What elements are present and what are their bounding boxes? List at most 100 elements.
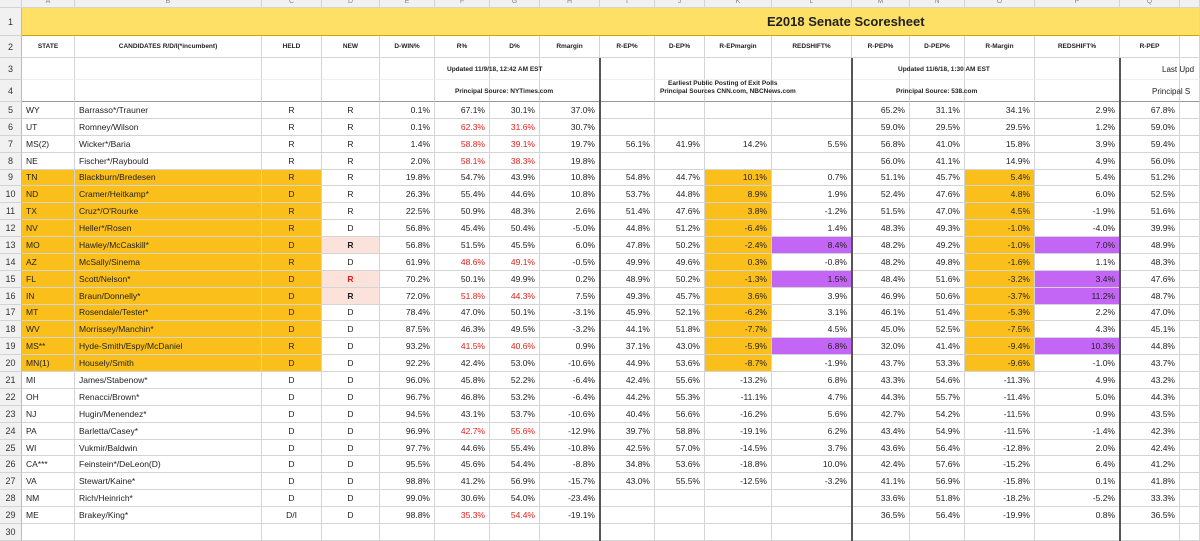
cell: -15.2% [965,456,1035,474]
cell [600,490,655,508]
cell: 41.8% [1120,473,1180,491]
cell [705,118,772,136]
cell: 41.2% [435,473,490,491]
cell [1180,270,1200,288]
cell: -5.2% [1035,490,1120,508]
cell: 56.0% [852,152,910,170]
cell: -19.1% [705,422,772,440]
cell: 0.3% [705,253,772,271]
cell: 48.4% [852,270,910,288]
cell: 44.3% [490,287,540,305]
cell: 5.6% [772,405,852,423]
cell: 29.5% [910,118,965,136]
cell [655,58,705,80]
cell [965,80,1035,102]
cell [1180,237,1200,254]
cell: -11.4% [965,388,1035,406]
cell: 46.9% [852,287,910,305]
column-letter: D [322,0,380,8]
cell: 45.1% [1120,321,1180,339]
cell: -5.9% [705,338,772,356]
cell: -1.0% [1035,355,1120,373]
cell [1180,456,1200,474]
cell: 6.2% [772,422,852,440]
cell: 5.4% [965,169,1035,187]
cell: -10.6% [540,405,600,423]
cell: 58.8% [435,135,490,153]
cell: 0.8% [1035,507,1120,524]
cell [1180,203,1200,221]
cell: 5.4% [1035,169,1120,187]
row-number: 11 [0,203,22,221]
cell: Barletta/Casey* [75,422,262,440]
cell [490,58,540,80]
cell: 4.7% [772,388,852,406]
cell [655,152,705,170]
cell [705,152,772,170]
cell: 45.9% [600,304,655,322]
cell: D [322,253,380,271]
cell: Hawley/McCaskill* [75,237,262,254]
cell: 3.6% [705,287,772,305]
cell: MS(2) [22,135,75,153]
cell: 49.9% [600,253,655,271]
cell: 34.8% [600,456,655,474]
cell [655,118,705,136]
cell: 10.8% [540,169,600,187]
row-number: 19 [0,338,22,356]
cell: 56.4% [910,439,965,457]
cell: 54.9% [910,422,965,440]
cell: 51.1% [852,169,910,187]
cell [435,80,490,102]
row-number: 23 [0,405,22,423]
cell: R [322,135,380,153]
cell: D [322,490,380,508]
cell: 7.0% [1035,237,1120,254]
cell: 43.4% [852,422,910,440]
cell: 59.0% [1120,118,1180,136]
cell: Rich/Heinrich* [75,490,262,508]
note: Updated 11/6/18, 1:30 AM EST [898,66,990,73]
cell: D [262,439,322,457]
cell: -0.5% [540,253,600,271]
column-letter: H [540,0,600,8]
cell: -12.9% [540,422,600,440]
cell: 53.0% [490,355,540,373]
cell: 15.8% [965,135,1035,153]
cell [1180,490,1200,508]
cell: 56.9% [910,473,965,491]
cell: R [322,186,380,204]
column-header: R-PEP% [852,36,910,58]
cell: 51.6% [910,270,965,288]
cell: 50.9% [435,203,490,221]
cell: 5.0% [1035,388,1120,406]
cell: 42.5% [600,439,655,457]
cell: Heller*/Rosen [75,220,262,238]
cell: NM [22,490,75,508]
cell: 44.3% [852,388,910,406]
cell [262,80,322,102]
cell: 51.5% [435,237,490,254]
cell: 96.9% [380,422,435,440]
cell: 42.4% [852,456,910,474]
cell: 2.6% [540,203,600,221]
cell [1180,186,1200,204]
cell: 10.3% [1035,338,1120,356]
cell: 30.1% [490,102,540,119]
cell: 94.5% [380,405,435,423]
cell: 31.1% [910,102,965,119]
corner [0,0,22,8]
cell: 2.0% [1035,439,1120,457]
cell: 33.6% [852,490,910,508]
cell [435,58,490,80]
cell: 48.3% [1120,253,1180,271]
cell: 55.6% [490,422,540,440]
cell: 53.2% [490,388,540,406]
cell: 44.1% [600,321,655,339]
cell [772,102,852,119]
cell: 47.0% [1120,304,1180,322]
cell: 56.8% [380,220,435,238]
cell: 46.3% [435,321,490,339]
cell: 7.5% [540,287,600,305]
cell [490,524,540,541]
